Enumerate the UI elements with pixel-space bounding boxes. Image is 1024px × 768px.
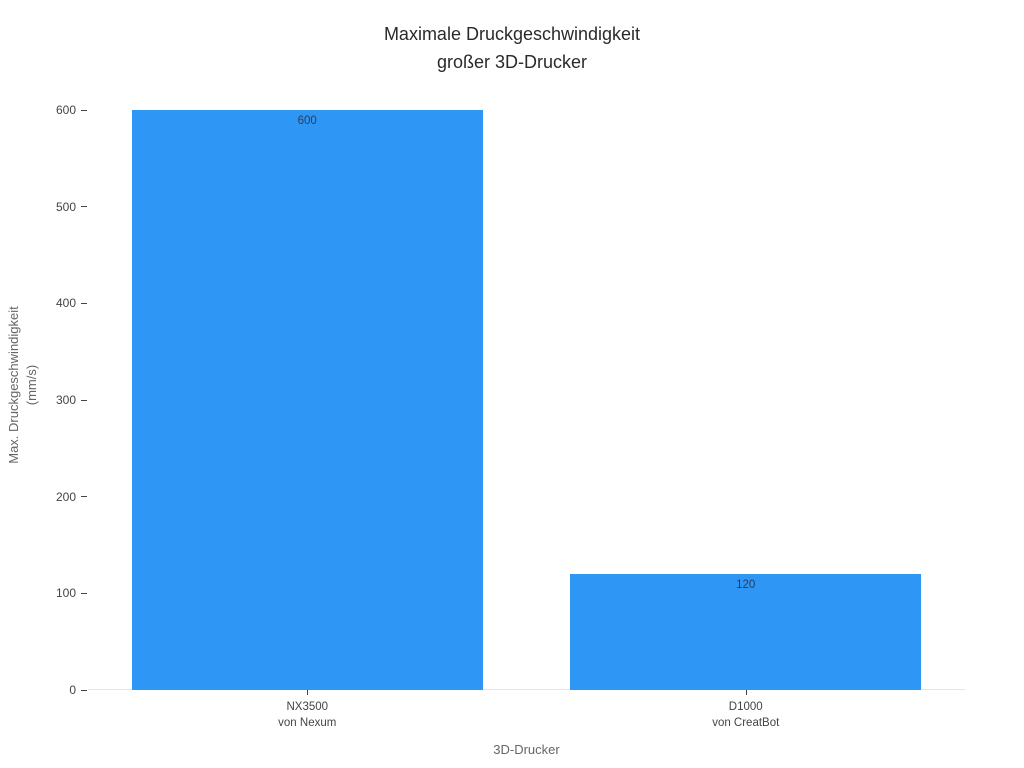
y-tick-label: 0 bbox=[69, 683, 76, 697]
bar: 600 bbox=[131, 110, 483, 690]
bar: 120 bbox=[570, 574, 922, 690]
x-tick-label: NX3500 von Nexum bbox=[278, 701, 337, 729]
y-tick-label: 200 bbox=[55, 489, 76, 504]
bar-value-label: 600 bbox=[297, 115, 317, 127]
y-tick-mark bbox=[81, 302, 87, 304]
x-tick-label: D1000 von CreatBot bbox=[712, 701, 780, 729]
y-tick-mark bbox=[81, 496, 87, 498]
y-tick-label: 600 bbox=[55, 103, 76, 117]
plot-area: 0 100 200 300 400 500 600 600 NX3500 von Nexum 12… bbox=[56, 95, 965, 729]
y-tick-label: 100 bbox=[55, 586, 76, 601]
y-tick-label: 500 bbox=[55, 199, 76, 214]
x-axis-line bbox=[88, 689, 965, 690]
y-tick-mark bbox=[81, 206, 87, 208]
y-tick-mark bbox=[81, 399, 87, 401]
y-axis-title: Max. Druckgeschwindigkeit (mm/s) bbox=[6, 306, 39, 464]
bar-value-label: 120 bbox=[736, 579, 756, 591]
y-tick-label: 300 bbox=[55, 393, 76, 407]
y-tick-mark bbox=[81, 109, 87, 111]
y-tick-label: 400 bbox=[55, 296, 76, 311]
x-tick-mark bbox=[307, 690, 309, 695]
x-tick-mark bbox=[745, 690, 747, 695]
chart-title: Maximale Druckgeschwindigkeit großer 3D-… bbox=[383, 24, 641, 72]
x-axis-title: 3D-Drucker bbox=[493, 742, 560, 757]
y-tick-mark bbox=[81, 689, 87, 691]
y-tick-mark bbox=[81, 592, 87, 594]
